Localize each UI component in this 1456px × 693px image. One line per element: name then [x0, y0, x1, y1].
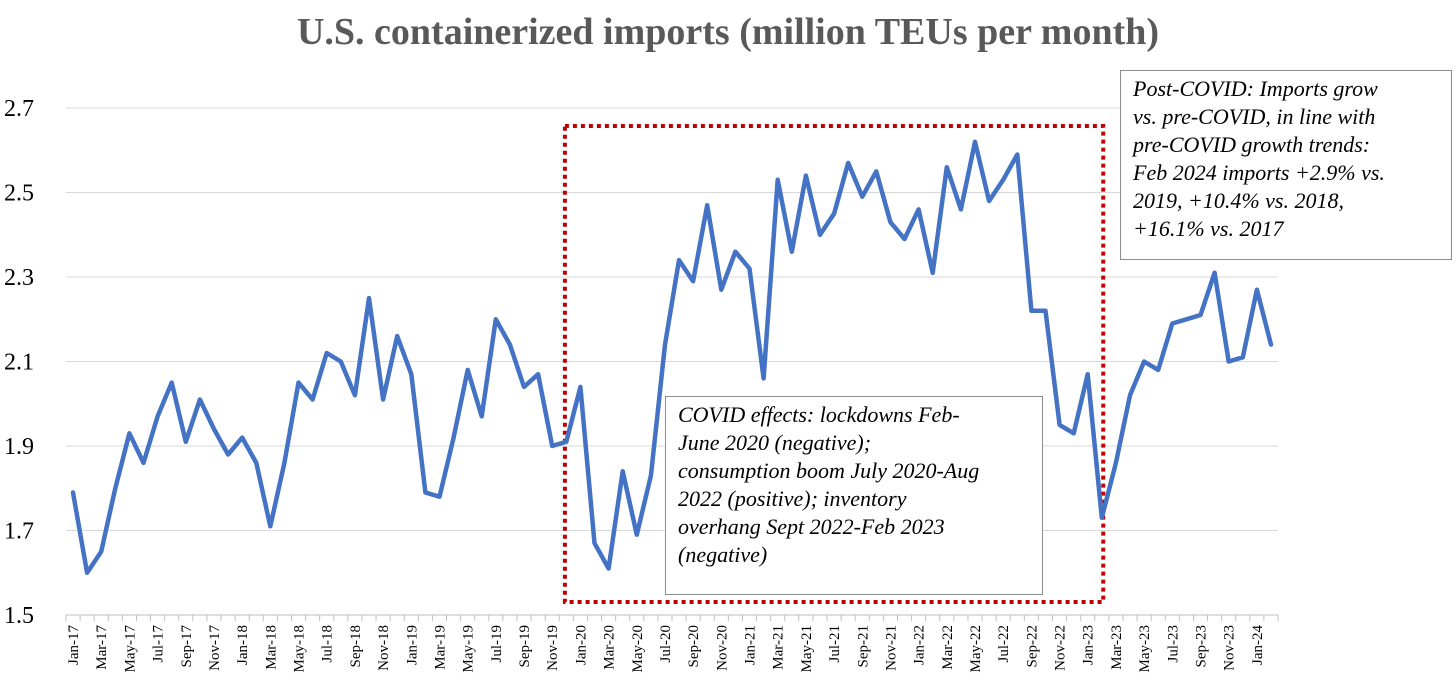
x-tick-label: Jan-19	[404, 625, 420, 665]
covid-period-box	[562, 124, 1106, 604]
x-tick-label: Jan-22	[912, 625, 928, 665]
x-tick-label: Jul-20	[658, 625, 674, 663]
x-tick-label: Sep-19	[517, 625, 533, 668]
x-tick-label: Jul-18	[320, 625, 336, 663]
y-tick-label: 2.3	[4, 265, 34, 291]
x-tick-label: Jan-17	[66, 625, 82, 665]
x-tick-label: Jul-17	[151, 625, 167, 663]
x-tick-label: May-18	[292, 625, 308, 673]
x-tick-label: May-17	[122, 625, 138, 673]
x-tick-label: Mar-23	[1109, 625, 1125, 670]
x-tick-label: Sep-21	[855, 625, 871, 668]
x-tick-label: Mar-20	[602, 625, 618, 670]
x-tick-label: Mar-19	[432, 625, 448, 670]
chart-title: U.S. containerized imports (million TEUs…	[296, 11, 1160, 53]
x-tick-label: Nov-21	[883, 625, 899, 671]
x-tick-label: Nov-23	[1222, 625, 1238, 671]
y-tick-label: 2.1	[4, 350, 34, 376]
x-tick-label: Jan-20	[573, 625, 589, 665]
x-tick-label: Jul-23	[1165, 625, 1181, 663]
y-tick-label: 1.5	[4, 603, 34, 629]
x-tick-label: May-22	[968, 625, 984, 673]
covid-annotation: COVID effects: lockdowns Feb- June 2020 …	[665, 396, 1043, 595]
y-tick-label: 1.7	[4, 519, 34, 545]
x-tick-label: Mar-18	[263, 625, 279, 670]
x-tick-label: May-19	[461, 625, 477, 673]
x-tick-label: May-23	[1137, 625, 1153, 673]
x-tick-label: Nov-17	[207, 625, 223, 671]
series-line	[70, 139, 1274, 576]
x-tick-label: Mar-22	[940, 625, 956, 670]
x-tick-label: Jul-21	[827, 625, 843, 663]
x-tick-label: Sep-23	[1193, 625, 1209, 668]
x-tick-label: Mar-21	[771, 625, 787, 670]
x-tick-label: Sep-17	[179, 625, 195, 668]
x-tick-label: Jan-23	[1081, 625, 1097, 665]
x-tick-label: May-20	[630, 625, 646, 673]
x-tick-label: Jan-18	[235, 625, 251, 665]
y-tick-label: 1.9	[4, 434, 34, 460]
x-tick-label: Sep-20	[686, 625, 702, 668]
x-tick-label: Jan-21	[743, 625, 759, 665]
x-tick-label: Jul-19	[489, 625, 505, 663]
x-tick-label: Mar-17	[94, 625, 110, 670]
x-tick-label: Jul-22	[996, 625, 1012, 663]
y-tick-label: 2.5	[4, 181, 34, 207]
x-tick-label: Nov-19	[545, 625, 561, 671]
x-tick-label: Nov-22	[1053, 625, 1069, 671]
x-tick-label: May-21	[799, 625, 815, 673]
x-tick-label: Sep-18	[348, 625, 364, 668]
x-tick-label: Jan-24	[1250, 625, 1266, 665]
x-tick-label: Sep-22	[1024, 625, 1040, 668]
x-tick-label: Nov-18	[376, 625, 392, 671]
y-tick-label: 2.7	[4, 96, 34, 122]
x-tick-label: Nov-20	[714, 625, 730, 671]
post-covid-annotation: Post-COVID: Imports grow vs. pre-COVID, …	[1120, 70, 1452, 260]
